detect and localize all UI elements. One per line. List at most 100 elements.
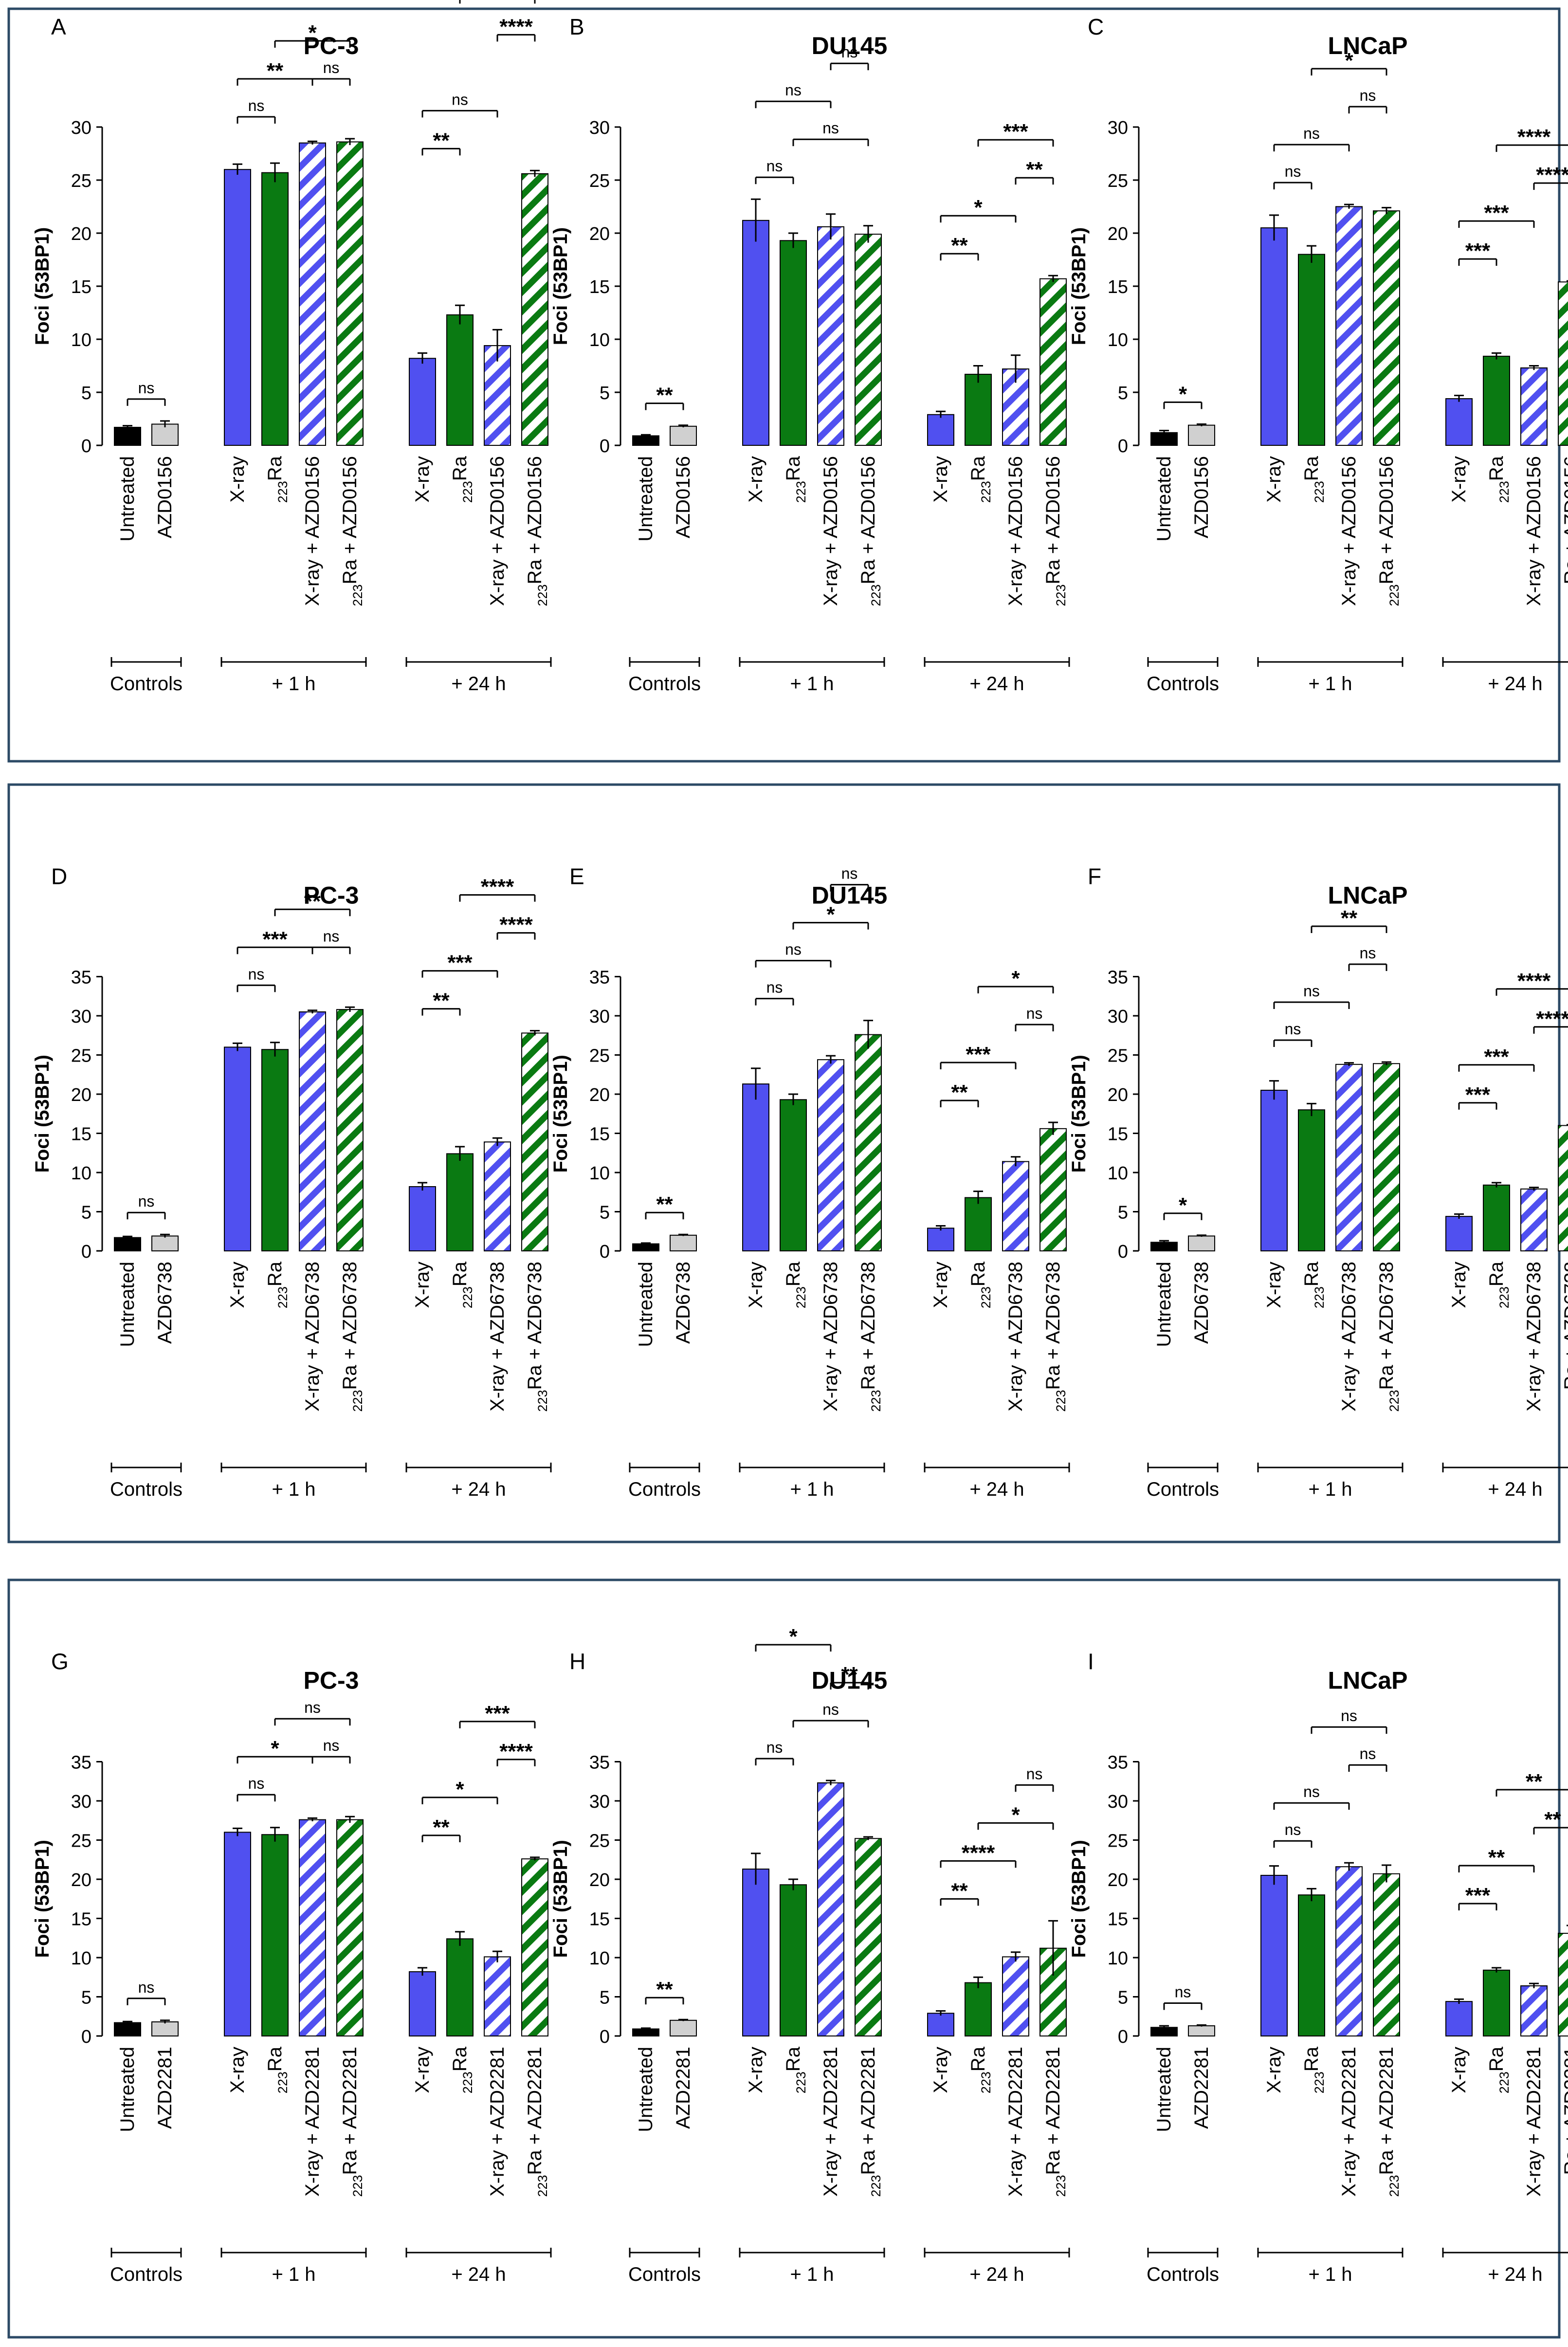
- category-label: 223Ra + AZD2281: [857, 2047, 883, 2197]
- category-label: 223Ra + AZD0156: [1561, 456, 1568, 606]
- sig-label: ***: [1465, 1083, 1491, 1107]
- group-label: + 1 h: [1308, 2264, 1352, 2285]
- category-label: 223Ra: [264, 2046, 290, 2093]
- bar: [1483, 1184, 1510, 1252]
- panel-b: B DU145 0 5 10 15 20 25 30 Foci (53BP1) Untreated A…: [550, 14, 1070, 695]
- sig-label: ****: [499, 913, 533, 937]
- bar: [1558, 281, 1568, 446]
- y-tick-label: 25: [71, 171, 91, 191]
- category-label: 223Ra + AZD0156: [524, 456, 550, 606]
- bar: [409, 358, 436, 446]
- sig-label: ns: [1285, 1821, 1301, 1838]
- bar: [817, 1782, 844, 2036]
- bar: [1039, 1128, 1067, 1252]
- category-label: Untreated: [635, 1262, 656, 1347]
- category-label: X-ray: [227, 2047, 248, 2093]
- group-label: Controls: [110, 2264, 182, 2285]
- y-tick-label: 5: [600, 383, 610, 403]
- y-tick-label: 20: [71, 1085, 91, 1105]
- bar: [780, 240, 807, 446]
- category-label: X-ray + AZD6738: [487, 1262, 508, 1412]
- y-axis-label: Foci (53BP1): [1068, 1055, 1090, 1173]
- sig-label: ns: [138, 1192, 155, 1210]
- bar: [632, 435, 659, 446]
- sig-label: ns: [323, 59, 340, 76]
- y-tick-label: 0: [600, 1242, 610, 1262]
- y-tick-label: 20: [71, 1870, 91, 1890]
- sig-label: ns: [766, 979, 783, 996]
- y-tick-label: 10: [589, 1163, 610, 1184]
- sig-label: ***: [1003, 120, 1028, 144]
- sig-label: ****: [1536, 1007, 1568, 1031]
- bar: [670, 2019, 697, 2036]
- sig-label: **: [304, 889, 321, 913]
- sig-label: ns: [452, 91, 468, 108]
- bar: [965, 1197, 992, 1252]
- bar: [151, 1235, 179, 1251]
- y-tick-label: 0: [600, 436, 610, 457]
- bar: [299, 1011, 326, 1251]
- sig-label: **: [656, 1978, 673, 2001]
- sig-label: *: [1011, 967, 1020, 990]
- group-label: + 24 h: [1488, 1479, 1542, 1500]
- category-label: Untreated: [117, 1262, 138, 1347]
- sig-label: **: [433, 128, 450, 152]
- category-label: 223Ra: [449, 2046, 475, 2093]
- group-label: + 1 h: [1308, 673, 1352, 695]
- y-tick-label: 30: [589, 118, 610, 138]
- category-label: X-ray + AZD0156: [302, 456, 323, 606]
- sig-label: ***: [1484, 1045, 1509, 1069]
- panel-letter: H: [569, 1649, 585, 1674]
- y-tick-label: 10: [1108, 330, 1128, 350]
- group-label: + 24 h: [969, 1479, 1024, 1500]
- bar: [780, 1099, 807, 1252]
- y-tick-label: 0: [600, 2027, 610, 2047]
- sig-label: ns: [822, 119, 839, 137]
- category-label: X-ray: [930, 1262, 951, 1308]
- y-axis-label: Foci (53BP1): [550, 227, 571, 345]
- bar: [224, 1832, 251, 2036]
- bar: [1260, 227, 1288, 446]
- y-tick-label: 20: [1108, 1085, 1128, 1105]
- sig-label: ****: [1536, 163, 1568, 187]
- group-label: Controls: [628, 673, 701, 695]
- sig-label: *: [1179, 382, 1187, 406]
- y-tick-label: 15: [71, 277, 91, 297]
- sig-label: ns: [1285, 163, 1301, 180]
- bar: [670, 425, 697, 446]
- bar: [1445, 398, 1473, 446]
- bar: [336, 1819, 364, 2036]
- y-tick-label: 30: [589, 1792, 610, 1812]
- category-label: Untreated: [117, 456, 138, 542]
- sig-label: ns: [1303, 1783, 1320, 1800]
- bar: [965, 1982, 992, 2037]
- sig-label: **: [951, 1081, 968, 1104]
- panel-c: C LNCaP 0 5 10 15 20 25 30 Foci (53BP1) Untreated A…: [1068, 14, 1568, 695]
- y-tick-label: 30: [589, 1007, 610, 1027]
- bar: [1260, 1089, 1288, 1251]
- category-label: X-ray: [745, 2047, 766, 2093]
- panel-e: E DU145 0 5 10 15 20 25 30 35 Foci (53BP1) Untreate…: [550, 864, 1070, 1500]
- category-label: 223Ra + AZD2281: [1376, 2047, 1402, 2197]
- bar: [1002, 1161, 1029, 1251]
- y-tick-label: 25: [1108, 1831, 1128, 1852]
- sig-label: ns: [841, 865, 858, 882]
- bar: [670, 1234, 697, 1252]
- y-tick-label: 20: [589, 1870, 610, 1890]
- sig-label: ns: [138, 379, 155, 397]
- bar: [484, 345, 511, 446]
- y-tick-label: 5: [81, 1203, 91, 1223]
- panel-i: I LNCaP 0 5 10 15 20 25 30 35 Foci (53BP1) Untreate…: [1068, 1649, 1568, 2285]
- sig-label: ns: [1026, 1005, 1043, 1022]
- panel-h: H DU145 0 5 10 15 20 25 30 35 Foci (53BP1) Untreate…: [550, 1625, 1070, 2285]
- bar: [1188, 424, 1215, 446]
- bar: [817, 1059, 844, 1251]
- sig-label: ***: [447, 951, 473, 975]
- bar: [1039, 278, 1067, 446]
- category-label: Untreated: [1153, 2047, 1175, 2132]
- bar: [855, 1034, 882, 1251]
- sig-label: ns: [248, 1775, 265, 1792]
- category-label: X-ray + AZD2281: [1523, 2047, 1545, 2197]
- category-label: AZD0156: [673, 456, 694, 538]
